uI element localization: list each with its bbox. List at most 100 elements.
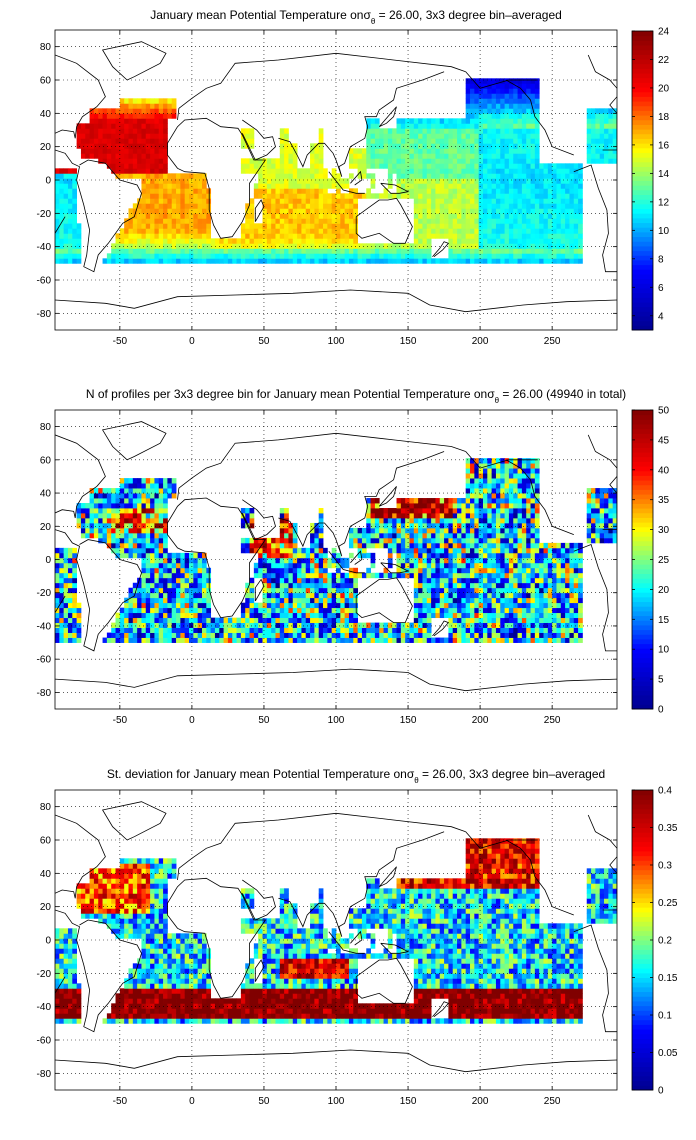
heat-cell bbox=[431, 552, 436, 559]
heat-cell bbox=[163, 198, 168, 204]
heat-cell bbox=[150, 228, 155, 234]
heat-cell bbox=[275, 537, 281, 544]
heat-cell bbox=[340, 258, 346, 264]
heat-cell bbox=[171, 193, 177, 199]
heat-cell bbox=[452, 572, 458, 579]
heat-cell bbox=[491, 198, 497, 204]
heat-cell bbox=[176, 587, 181, 594]
heat-cell bbox=[336, 208, 341, 214]
heat-cell bbox=[422, 602, 428, 609]
heat-cell bbox=[599, 158, 605, 164]
heat-cell bbox=[465, 562, 471, 569]
heat-cell bbox=[383, 163, 389, 169]
heat-cell bbox=[59, 243, 65, 249]
heat-cell bbox=[495, 203, 501, 209]
heat-cell bbox=[470, 508, 475, 514]
heat-cell bbox=[336, 607, 341, 614]
heat-cell bbox=[353, 243, 359, 249]
heat-cell bbox=[448, 178, 454, 184]
heat-cell bbox=[262, 213, 268, 219]
heat-cell bbox=[258, 168, 263, 174]
heat-cell bbox=[547, 233, 553, 239]
heat-cell bbox=[331, 607, 337, 614]
heat-cell bbox=[327, 592, 333, 599]
heat-cell bbox=[448, 203, 454, 209]
heat-cell bbox=[201, 612, 207, 619]
heat-cell bbox=[482, 537, 488, 544]
heat-cell bbox=[163, 138, 168, 144]
heat-cell bbox=[470, 622, 475, 628]
heat-cell bbox=[128, 138, 134, 144]
heat-cell bbox=[176, 178, 181, 184]
heat-cell bbox=[565, 193, 570, 199]
heat-cell bbox=[383, 632, 389, 638]
heat-cell bbox=[275, 168, 281, 174]
heat-cell bbox=[279, 178, 285, 184]
heat-cell bbox=[448, 557, 454, 564]
heat-cell bbox=[444, 557, 449, 564]
heat-cell bbox=[163, 483, 168, 489]
heat-cell bbox=[348, 208, 354, 214]
heat-cell bbox=[323, 178, 328, 184]
heat-cell bbox=[150, 512, 155, 519]
heat-cell bbox=[245, 138, 250, 144]
heat-cell bbox=[422, 118, 428, 124]
heat-cell bbox=[236, 253, 242, 259]
heat-cell bbox=[422, 143, 428, 149]
title-part: σ bbox=[487, 387, 495, 401]
coastlines bbox=[55, 41, 617, 313]
heat-cell bbox=[409, 158, 415, 164]
heat-cell bbox=[470, 582, 475, 589]
heat-cell bbox=[336, 218, 341, 224]
heat-cell bbox=[72, 253, 78, 259]
heat-cell bbox=[128, 218, 134, 224]
heat-cell bbox=[405, 527, 410, 534]
heat-cell bbox=[444, 562, 449, 569]
heat-cell bbox=[534, 198, 540, 204]
heat-cell bbox=[474, 208, 480, 214]
heat-cell bbox=[314, 607, 320, 614]
heat-cell bbox=[301, 183, 307, 189]
heat-cell bbox=[266, 163, 272, 169]
heat-cell bbox=[495, 93, 501, 99]
heat-cell bbox=[413, 637, 419, 643]
heat-cell bbox=[465, 133, 471, 139]
heat-cell bbox=[336, 572, 341, 579]
heat-cell bbox=[124, 118, 129, 124]
heat-cell bbox=[452, 248, 458, 254]
heat-cell bbox=[470, 148, 475, 154]
heat-cell bbox=[145, 587, 151, 594]
heat-cell bbox=[275, 218, 281, 224]
heat-cell bbox=[128, 632, 134, 638]
heat-cell bbox=[102, 522, 108, 529]
heat-cell bbox=[288, 248, 294, 254]
heat-cell bbox=[392, 547, 397, 554]
heat-cell bbox=[405, 143, 410, 149]
heat-cell bbox=[461, 258, 467, 264]
heat-cell bbox=[431, 597, 436, 604]
heat-cell bbox=[310, 607, 315, 614]
heat-cell bbox=[379, 537, 384, 544]
heat-cell bbox=[357, 253, 363, 259]
heat-cell bbox=[560, 258, 566, 264]
heat-cell bbox=[348, 627, 354, 633]
heat-cell bbox=[482, 253, 488, 259]
heat-cell bbox=[495, 183, 501, 189]
heat-cell bbox=[150, 128, 155, 134]
heat-cell bbox=[310, 617, 315, 624]
heat-cell bbox=[413, 617, 419, 624]
heat-cell bbox=[405, 183, 410, 189]
heat-cell bbox=[418, 522, 423, 529]
heat-cell bbox=[500, 243, 505, 249]
heat-cell bbox=[189, 173, 194, 179]
heat-cell bbox=[526, 108, 531, 114]
heat-cell bbox=[55, 223, 60, 229]
heat-cell bbox=[137, 493, 142, 499]
heat-cell bbox=[184, 577, 190, 584]
heat-cell bbox=[189, 577, 194, 584]
heat-cell bbox=[530, 218, 536, 224]
heat-cell bbox=[418, 148, 423, 154]
heat-cell bbox=[452, 258, 458, 264]
heat-cell bbox=[189, 208, 194, 214]
heat-cell bbox=[491, 148, 497, 154]
